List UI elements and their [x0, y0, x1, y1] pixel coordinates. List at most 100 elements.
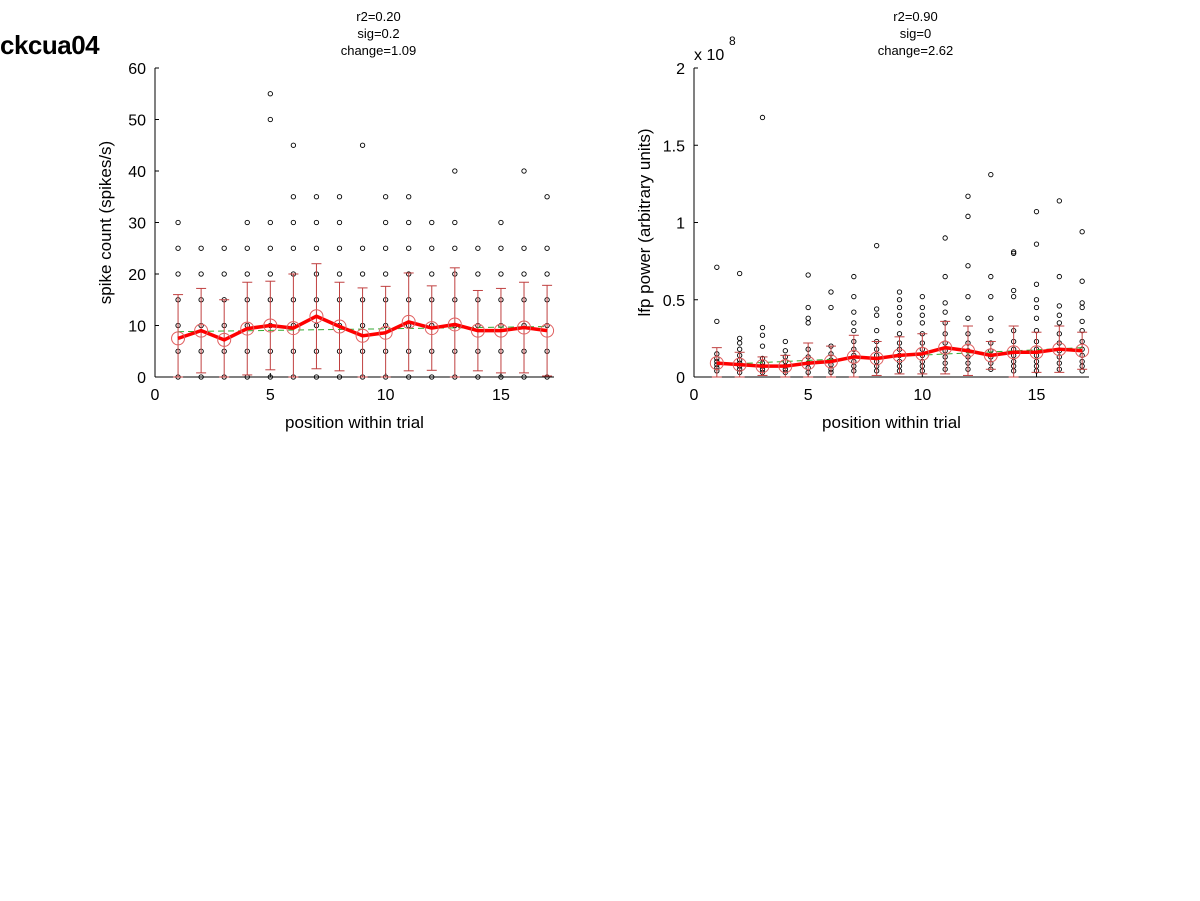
data-point [1011, 287, 1017, 294]
mean-line [716, 345, 1083, 368]
data-point [336, 374, 343, 380]
data-point [382, 245, 389, 251]
data-point [737, 340, 743, 346]
mean-marker [540, 323, 555, 338]
data-point [267, 245, 273, 251]
data-point [1056, 273, 1062, 280]
mean-marker [1006, 345, 1021, 360]
data-point [919, 294, 925, 300]
spike-count-panel: r2=0.20 sig=0.2 change=1.09 0 5 10 15 0 10 20 30 40… [96, 9, 555, 432]
x-tick-label: 0 [151, 387, 160, 404]
data-point [942, 273, 948, 280]
data-point [942, 235, 948, 241]
data-point [382, 219, 389, 226]
data-point [919, 304, 925, 311]
data-point [965, 294, 971, 300]
data-point [874, 327, 880, 334]
y-tick-label: 0 [137, 370, 146, 387]
mean-marker [332, 319, 347, 334]
data-point [1079, 304, 1085, 311]
data-point [1033, 304, 1040, 311]
data-point [267, 374, 273, 380]
data-point [805, 272, 811, 278]
data-point [1033, 241, 1040, 247]
data-point [874, 306, 880, 312]
mean-marker [709, 356, 724, 371]
data-point [1033, 209, 1040, 215]
y-tick-label: 10 [128, 319, 146, 336]
data-point [988, 171, 994, 178]
data-point [475, 271, 481, 277]
data-point [805, 304, 811, 311]
data-point [498, 245, 504, 251]
data-point [336, 271, 343, 277]
data-point [175, 245, 181, 251]
y-tick-label: 1 [676, 216, 685, 233]
data-point [1011, 294, 1017, 300]
mean-marker [309, 309, 324, 324]
data-point [382, 271, 389, 277]
lfp-power-panel: r2=0.90 sig=0 change=2.62 0 5 10 15 0 0.5 1 1.5 2 po… [635, 9, 1090, 432]
mean-marker [938, 340, 953, 355]
mean-marker [401, 314, 416, 329]
mean-marker [424, 321, 439, 336]
data-point [1011, 250, 1017, 257]
y-tick-label: 40 [128, 164, 146, 181]
data-point [336, 245, 343, 251]
data-point [1079, 278, 1085, 284]
data-point [198, 271, 204, 277]
data-point [429, 271, 435, 277]
data-point [544, 194, 550, 200]
data-point [406, 245, 412, 251]
data-point [313, 374, 320, 380]
data-point [759, 343, 766, 349]
data-point [267, 91, 273, 97]
exponent-label: x 10 [694, 47, 724, 64]
data-point [244, 245, 250, 251]
data-point [805, 315, 811, 321]
data-point [544, 245, 550, 251]
data-point [406, 219, 412, 226]
mean-marker [755, 359, 770, 374]
title-line: sig=0.2 [357, 26, 399, 41]
data-point [1033, 297, 1040, 303]
mean-marker [378, 325, 393, 340]
data-point [221, 245, 227, 251]
data-point [714, 318, 720, 325]
data-point [313, 245, 320, 251]
mean-marker [240, 321, 255, 336]
data-point [988, 327, 994, 334]
mean-marker [517, 320, 532, 335]
y-tick-label: 1.5 [663, 138, 685, 155]
data-point [244, 271, 250, 277]
y-tick-label: 20 [128, 267, 146, 284]
y-tick-label: 0 [676, 370, 685, 387]
title-line: change=2.62 [878, 43, 954, 58]
x-axis-label: position within trial [285, 413, 424, 432]
data-point [221, 271, 227, 277]
data-point [382, 194, 389, 200]
data-point [874, 312, 880, 318]
data-point [429, 374, 435, 380]
data-point [851, 294, 857, 300]
data-point [1056, 303, 1062, 309]
data-point [290, 194, 297, 200]
mean-marker [1029, 345, 1044, 360]
x-tick-label: 10 [377, 387, 395, 404]
data-point [267, 116, 273, 123]
x-tick-label: 5 [804, 387, 813, 404]
data-point [359, 142, 366, 148]
data-point [896, 331, 903, 337]
data-point [244, 219, 250, 226]
mean-marker [171, 331, 186, 346]
figure-label: ckcua04 [0, 30, 100, 60]
data-point [198, 245, 204, 251]
data-point [475, 374, 481, 380]
mean-marker [194, 323, 209, 338]
y-tick-label: 2 [676, 61, 685, 78]
x-tick-label: 10 [913, 387, 931, 404]
mean-marker [1075, 343, 1090, 358]
data-point [521, 271, 527, 277]
exponent-power: 8 [729, 34, 736, 48]
data-point [1079, 300, 1085, 306]
